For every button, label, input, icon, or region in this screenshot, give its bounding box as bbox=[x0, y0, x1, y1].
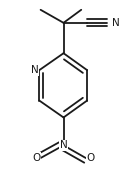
Text: O: O bbox=[32, 153, 40, 163]
Text: O: O bbox=[86, 153, 94, 163]
Text: N: N bbox=[31, 65, 39, 75]
Text: N: N bbox=[60, 140, 67, 150]
Text: N: N bbox=[112, 18, 120, 28]
